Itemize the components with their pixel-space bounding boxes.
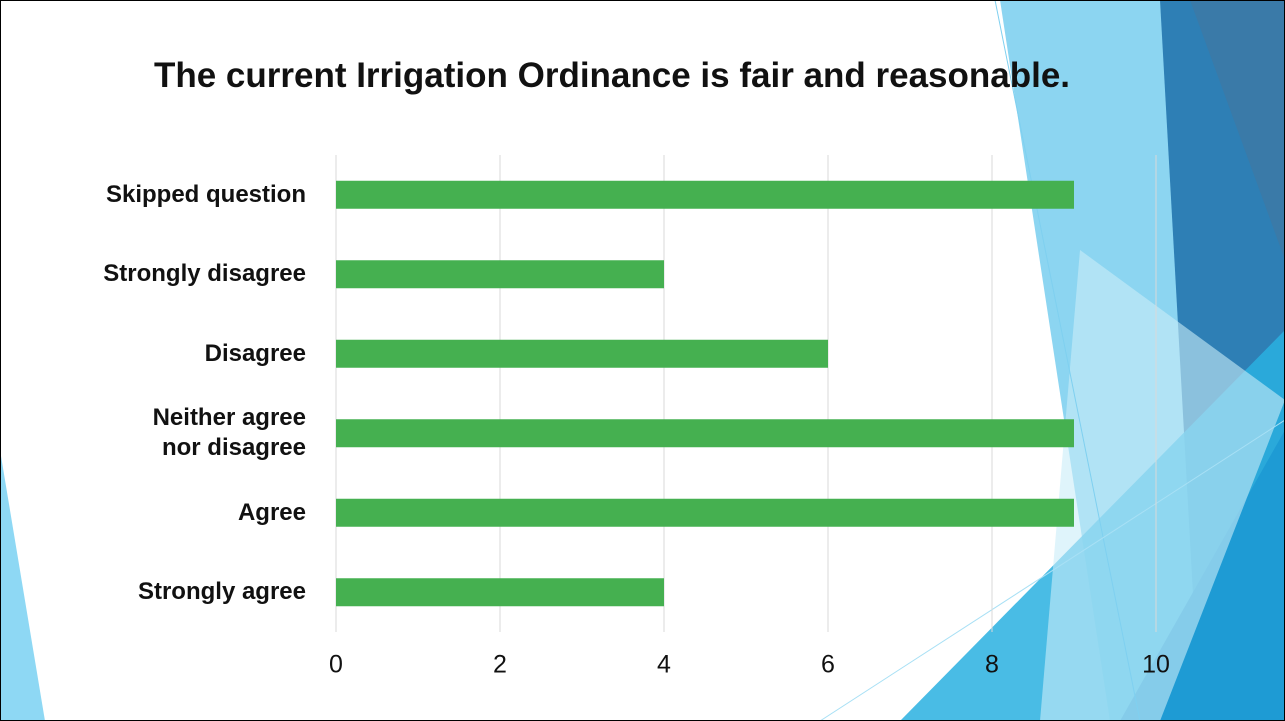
x-tick-label: 0 xyxy=(329,650,343,679)
bar xyxy=(336,180,1074,209)
bar xyxy=(336,419,1074,448)
x-tick-label: 10 xyxy=(1142,650,1170,679)
x-tick-label: 6 xyxy=(821,650,835,679)
y-tick-label: Skipped question xyxy=(105,180,306,208)
y-tick-label: Strongly agree xyxy=(137,578,306,606)
bar xyxy=(336,260,664,289)
y-tick-label: Neither agree nor disagree xyxy=(152,404,306,462)
bar xyxy=(336,339,828,368)
y-tick-label: Agree xyxy=(237,498,306,526)
chart-title: The current Irrigation Ordinance is fair… xyxy=(153,56,1071,95)
x-tick-label: 8 xyxy=(985,650,999,679)
x-tick-label: 4 xyxy=(657,650,671,679)
bar xyxy=(336,498,1074,527)
bar xyxy=(336,578,664,607)
y-tick-label: Strongly disagree xyxy=(103,260,306,288)
plot-area xyxy=(335,155,1157,632)
x-tick-label: 2 xyxy=(493,650,507,679)
y-tick-label: Disagree xyxy=(204,339,306,367)
